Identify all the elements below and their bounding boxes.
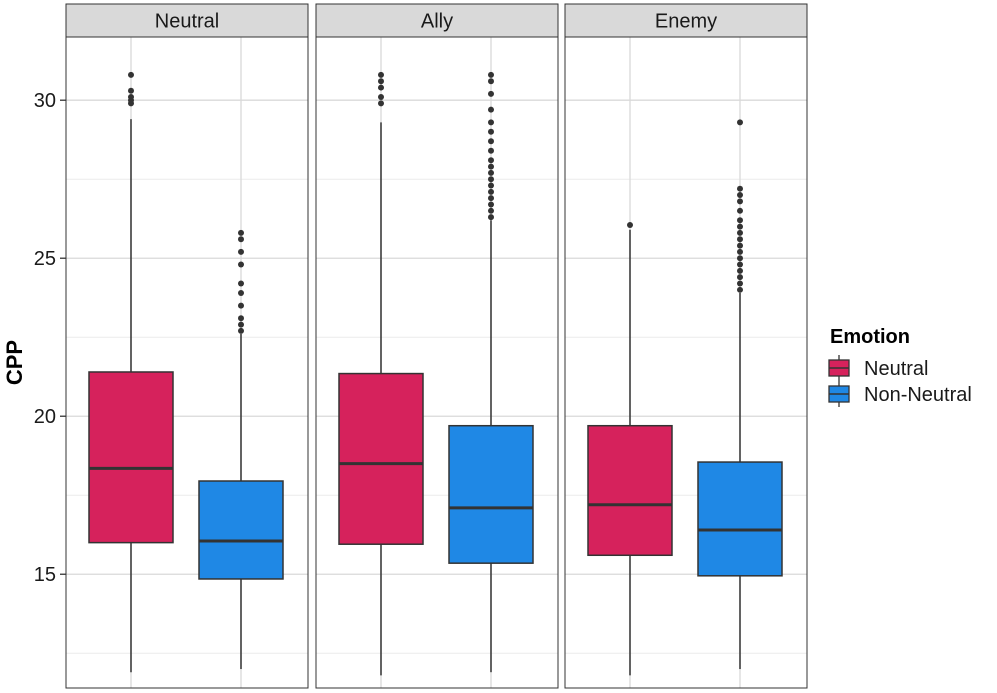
outlier-point	[238, 261, 244, 268]
box-neutral	[338, 71, 424, 676]
outlier-point	[488, 128, 494, 135]
outlier-point	[737, 242, 743, 249]
strip-label: Neutral	[155, 11, 219, 33]
box-non-neutral	[697, 119, 783, 670]
strip-label: Ally	[421, 11, 453, 33]
y-axis-label: CPP	[2, 340, 27, 385]
outlier-point	[737, 217, 743, 224]
outlier-point	[488, 106, 494, 113]
box-neutral	[587, 222, 673, 676]
outlier-point	[737, 236, 743, 243]
y-tick-label: 25	[34, 248, 56, 270]
iqr-box	[198, 480, 284, 580]
legend-label: Non-Neutral	[864, 384, 972, 406]
y-axis: 15 20 25 30	[34, 90, 66, 586]
panel-border	[564, 36, 808, 689]
legend-item-neutral: Neutral	[828, 355, 928, 381]
outlier-point	[737, 119, 743, 126]
legend-item-non-neutral: Non-Neutral	[828, 381, 972, 407]
outlier-point	[238, 236, 244, 243]
outlier-point	[238, 280, 244, 287]
outlier-point	[378, 100, 384, 107]
outlier-point	[737, 255, 743, 262]
outlier-point	[378, 71, 384, 78]
panel-border	[315, 36, 559, 689]
legend: Emotion Neutral Non-Neutral	[828, 326, 972, 407]
iqr-box	[88, 371, 174, 544]
outlier-point	[238, 229, 244, 236]
outlier-point	[488, 188, 494, 195]
outlier-point	[238, 289, 244, 296]
outlier-point	[238, 302, 244, 309]
outlier-point	[737, 198, 743, 205]
panel-neutral: Neutral	[65, 3, 309, 689]
outlier-point	[737, 185, 743, 192]
outlier-point	[488, 90, 494, 97]
panel-ally: Ally	[315, 3, 559, 689]
box-neutral	[88, 71, 174, 673]
outlier-point	[737, 274, 743, 281]
panel-border	[65, 36, 309, 689]
outlier-point	[488, 176, 494, 183]
outlier-point	[488, 138, 494, 145]
panel-background	[66, 37, 308, 688]
outlier-point	[238, 321, 244, 328]
outlier-point	[737, 267, 743, 274]
y-tick-label: 20	[34, 406, 56, 428]
outlier-point	[378, 78, 384, 85]
panel-background	[565, 37, 807, 688]
outlier-point	[488, 182, 494, 189]
outlier-point	[737, 248, 743, 255]
outlier-point	[128, 71, 134, 78]
y-tick-label: 15	[34, 564, 56, 586]
outlier-point	[488, 195, 494, 202]
outlier-point	[488, 147, 494, 154]
legend-label: Neutral	[864, 358, 928, 380]
legend-title: Emotion	[830, 326, 910, 348]
outlier-point	[488, 214, 494, 221]
outlier-point	[737, 280, 743, 287]
box-non-neutral	[448, 71, 534, 673]
panel-enemy: Enemy	[564, 3, 808, 689]
outlier-point	[488, 157, 494, 164]
outlier-point	[488, 71, 494, 78]
iqr-box	[338, 372, 424, 545]
outlier-point	[238, 248, 244, 255]
box-non-neutral	[198, 229, 284, 670]
facet-panels: Neutral Ally Enemy	[65, 3, 808, 689]
outlier-point	[128, 94, 134, 101]
outlier-point	[737, 192, 743, 199]
iqr-box	[587, 424, 673, 557]
outlier-point	[238, 327, 244, 334]
outlier-point	[737, 261, 743, 268]
outlier-point	[238, 315, 244, 322]
outlier-point	[488, 78, 494, 85]
outlier-point	[488, 119, 494, 126]
outlier-point	[737, 229, 743, 236]
y-tick-label: 30	[34, 90, 56, 112]
outlier-point	[378, 94, 384, 101]
strip-background	[315, 3, 559, 38]
strip-background	[564, 3, 808, 38]
outlier-point	[488, 207, 494, 214]
outlier-point	[488, 163, 494, 170]
iqr-box	[448, 424, 534, 564]
outlier-point	[488, 201, 494, 208]
outlier-point	[378, 84, 384, 91]
outlier-point	[488, 169, 494, 176]
panel-background	[316, 37, 558, 688]
strip-label: Enemy	[655, 11, 717, 33]
strip-background	[65, 3, 309, 38]
iqr-box	[697, 461, 783, 577]
outlier-point	[737, 223, 743, 230]
outlier-point	[128, 87, 134, 94]
outlier-point	[627, 222, 633, 229]
outlier-point	[737, 286, 743, 293]
outlier-point	[737, 207, 743, 214]
